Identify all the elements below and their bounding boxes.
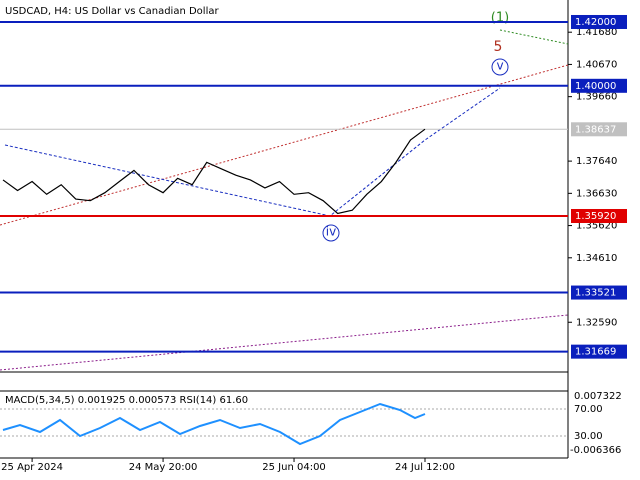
y-tick-label: 1.32590 — [576, 317, 617, 328]
indicator-axis-label: 70.00 — [574, 404, 603, 415]
wave-label: 5 — [494, 39, 503, 55]
trend-line — [0, 314, 569, 371]
indicator-line — [2, 402, 426, 446]
wave-circle — [491, 58, 509, 76]
level-label-box — [571, 285, 627, 300]
y-tick-label: 1.35620 — [576, 221, 617, 232]
indicator-title: MACD(5,34,5) 0.001925 0.000573 RSI(14) 6… — [5, 395, 248, 406]
wave-label: iv — [326, 225, 336, 239]
wave-line — [4, 87, 501, 217]
y-tick-label: 1.40670 — [576, 59, 617, 70]
level-label-box — [571, 14, 627, 29]
y-tick-label: 1.34610 — [576, 253, 617, 264]
indicator-axis-label: -0.006366 — [570, 445, 621, 456]
x-tick-label: 24 Jul 12:00 — [395, 462, 455, 473]
y-tick-label: 1.41680 — [576, 27, 617, 38]
level-label: 1.31669 — [575, 347, 616, 358]
indicator-axis-label: 30.00 — [574, 431, 603, 442]
chart-title: USDCAD, H4: US Dollar vs Canadian Dollar — [5, 6, 219, 17]
wave-label: (1) — [491, 11, 509, 26]
level-label: 1.38637 — [575, 124, 616, 135]
level-label-box — [571, 122, 627, 137]
y-tick-label: 1.39660 — [576, 92, 617, 103]
level-label-box — [571, 344, 627, 359]
x-tick-label: 25 Apr 2024 — [1, 462, 63, 473]
x-tick-label: 24 May 20:00 — [129, 462, 198, 473]
level-label-box — [571, 78, 627, 93]
wave-circle — [322, 224, 340, 242]
price-line — [2, 128, 426, 215]
y-tick-label: 1.37640 — [576, 156, 617, 167]
level-label: 1.40000 — [575, 81, 616, 92]
x-tick-label: 25 Jun 04:00 — [262, 462, 326, 473]
level-label: 1.42000 — [575, 17, 616, 28]
level-label: 1.35920 — [575, 211, 616, 222]
level-label: 1.33521 — [575, 288, 616, 299]
y-tick-label: 1.36630 — [576, 188, 617, 199]
wave-label: v — [496, 59, 503, 73]
indicator-axis-label: 0.007322 — [574, 391, 622, 402]
level-label-box — [571, 208, 627, 223]
wave-line — [499, 29, 569, 45]
